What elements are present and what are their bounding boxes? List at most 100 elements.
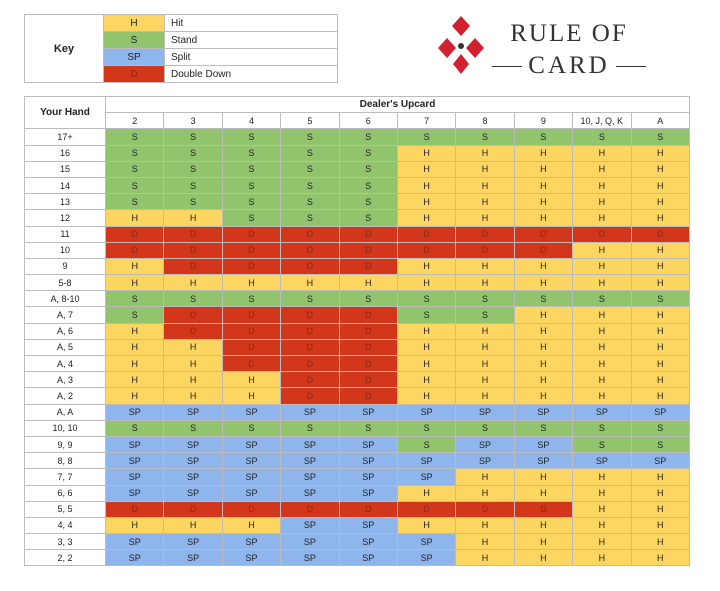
key-label: Double Down: [164, 65, 338, 83]
action-cell: H: [396, 144, 457, 162]
action-cell: S: [338, 193, 398, 211]
upcard-header-cell: 5: [280, 112, 340, 130]
action-cell: H: [572, 354, 632, 373]
action-cell: H: [396, 338, 457, 357]
action-cell: H: [513, 338, 574, 357]
action-cell: D: [280, 322, 340, 340]
action-cell: H: [630, 241, 691, 259]
action-cell: SP: [104, 435, 165, 454]
hand-row: 14 S S S S S H H H H H: [24, 176, 691, 195]
action-cell: H: [630, 484, 691, 502]
action-cell: S: [396, 128, 457, 146]
hand-label: 16: [24, 144, 106, 162]
key-row: D Double Down: [25, 65, 338, 83]
action-cell: H: [630, 500, 691, 518]
action-cell: S: [396, 435, 457, 454]
hand-label: 5, 5: [24, 500, 106, 518]
action-cell: H: [221, 516, 282, 535]
hand-label: 12: [24, 209, 106, 227]
action-cell: D: [338, 241, 398, 259]
action-cell: H: [396, 176, 457, 195]
action-cell: H: [455, 209, 515, 227]
action-cell: S: [221, 128, 282, 146]
key-label: Split: [164, 48, 338, 66]
action-cell: SP: [280, 403, 340, 421]
action-cell: SP: [163, 549, 223, 567]
action-cell: H: [572, 484, 632, 502]
action-cell: SP: [338, 484, 398, 502]
action-cell: SP: [221, 452, 282, 470]
action-cell: H: [396, 371, 457, 389]
action-cell: H: [455, 144, 515, 162]
hand-label: 6, 6: [24, 484, 106, 502]
action-cell: H: [104, 274, 165, 292]
action-cell: S: [572, 435, 632, 454]
action-cell: S: [104, 193, 165, 211]
action-cell: SP: [572, 403, 632, 421]
action-cell: D: [163, 500, 223, 518]
action-cell: S: [455, 290, 515, 308]
action-cell: S: [163, 419, 223, 437]
action-cell: H: [455, 338, 515, 357]
action-cell: H: [572, 516, 632, 535]
action-cell: SP: [338, 452, 398, 470]
action-cell: H: [572, 338, 632, 357]
action-cell: SP: [338, 516, 398, 535]
action-cell: S: [396, 306, 457, 324]
action-cell: SP: [338, 435, 398, 454]
action-cell: SP: [396, 403, 457, 421]
action-cell: S: [221, 176, 282, 195]
action-cell: SP: [572, 452, 632, 470]
action-cell: D: [163, 322, 223, 340]
hand-row: 5-8 H H H H H H H H H H: [24, 274, 691, 292]
action-cell: H: [630, 306, 691, 324]
action-cell: SP: [396, 468, 457, 486]
hand-label: 4, 4: [24, 516, 106, 535]
action-cell: H: [163, 209, 223, 227]
action-cell: H: [630, 468, 691, 486]
key-row: Key H Hit: [24, 14, 338, 83]
action-cell: H: [572, 549, 632, 567]
action-cell: H: [163, 338, 223, 357]
action-cell: H: [221, 371, 282, 389]
hand-label: 15: [24, 160, 106, 178]
action-cell: SP: [513, 403, 574, 421]
action-cell: S: [338, 176, 398, 195]
action-cell: D: [221, 500, 282, 518]
strategy-table: Your Hand Dealer's Upcard 2 3 4 5 6 7 8 9 10, J,…: [24, 95, 691, 567]
upcard-header-cell: 2: [104, 112, 165, 130]
action-cell: SP: [280, 484, 340, 502]
action-cell: H: [630, 176, 691, 195]
action-cell: S: [572, 290, 632, 308]
action-cell: S: [163, 144, 223, 162]
action-cell: H: [396, 160, 457, 178]
action-cell: SP: [221, 533, 282, 551]
action-cell: S: [104, 160, 165, 178]
key-row: S Stand: [25, 31, 338, 49]
action-cell: D: [221, 322, 282, 340]
upcard-header-cell: 7: [396, 112, 457, 130]
hand-label: A, 7: [24, 306, 106, 324]
action-cell: SP: [104, 452, 165, 470]
action-cell: H: [513, 322, 574, 340]
action-cell: S: [104, 176, 165, 195]
action-cell: S: [163, 128, 223, 146]
action-cell: H: [396, 322, 457, 340]
action-cell: S: [455, 419, 515, 437]
action-cell: H: [513, 387, 574, 405]
action-cell: H: [455, 322, 515, 340]
action-cell: D: [163, 257, 223, 276]
action-cell: S: [630, 435, 691, 454]
action-cell: D: [221, 241, 282, 259]
action-cell: H: [455, 533, 515, 551]
action-cell: H: [630, 516, 691, 535]
action-cell: H: [572, 306, 632, 324]
action-cell: S: [280, 209, 340, 227]
action-cell: H: [572, 322, 632, 340]
action-cell: SP: [280, 468, 340, 486]
upcard-header-cell: 4: [221, 112, 282, 130]
action-cell: H: [104, 322, 165, 340]
action-cell: H: [572, 468, 632, 486]
